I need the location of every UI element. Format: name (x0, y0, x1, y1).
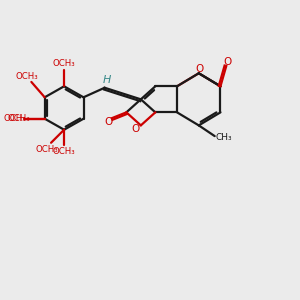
Text: OCH₃: OCH₃ (15, 72, 38, 81)
Text: CH₃: CH₃ (216, 133, 232, 142)
Text: OCH₃: OCH₃ (4, 114, 26, 123)
Text: OCH₃: OCH₃ (7, 114, 30, 123)
Text: OCH₃: OCH₃ (53, 59, 76, 68)
Text: O: O (224, 57, 232, 67)
Text: OCH₃: OCH₃ (53, 147, 76, 156)
Text: O: O (131, 124, 140, 134)
Text: OCH₃: OCH₃ (35, 146, 58, 154)
Text: O: O (195, 64, 203, 74)
Text: O: O (104, 117, 112, 127)
Text: H: H (103, 75, 111, 85)
